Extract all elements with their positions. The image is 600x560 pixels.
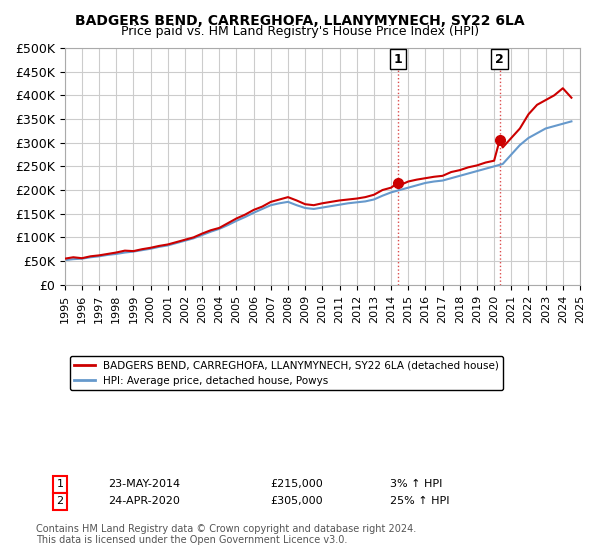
Text: 2: 2 [495,53,504,66]
Text: BADGERS BEND, CARREGHOFA, LLANYMYNECH, SY22 6LA: BADGERS BEND, CARREGHOFA, LLANYMYNECH, S… [75,14,525,28]
Text: Contains HM Land Registry data © Crown copyright and database right 2024.
This d: Contains HM Land Registry data © Crown c… [36,524,416,545]
Text: £305,000: £305,000 [270,496,323,506]
Text: 3% ↑ HPI: 3% ↑ HPI [390,479,442,489]
Text: 2: 2 [56,496,64,506]
Text: Price paid vs. HM Land Registry's House Price Index (HPI): Price paid vs. HM Land Registry's House … [121,25,479,38]
Text: 1: 1 [394,53,402,66]
Text: £215,000: £215,000 [270,479,323,489]
Text: 24-APR-2020: 24-APR-2020 [108,496,180,506]
Legend: BADGERS BEND, CARREGHOFA, LLANYMYNECH, SY22 6LA (detached house), HPI: Average p: BADGERS BEND, CARREGHOFA, LLANYMYNECH, S… [70,356,503,390]
Text: 25% ↑ HPI: 25% ↑ HPI [390,496,449,506]
Text: 23-MAY-2014: 23-MAY-2014 [108,479,180,489]
Text: 1: 1 [56,479,64,489]
